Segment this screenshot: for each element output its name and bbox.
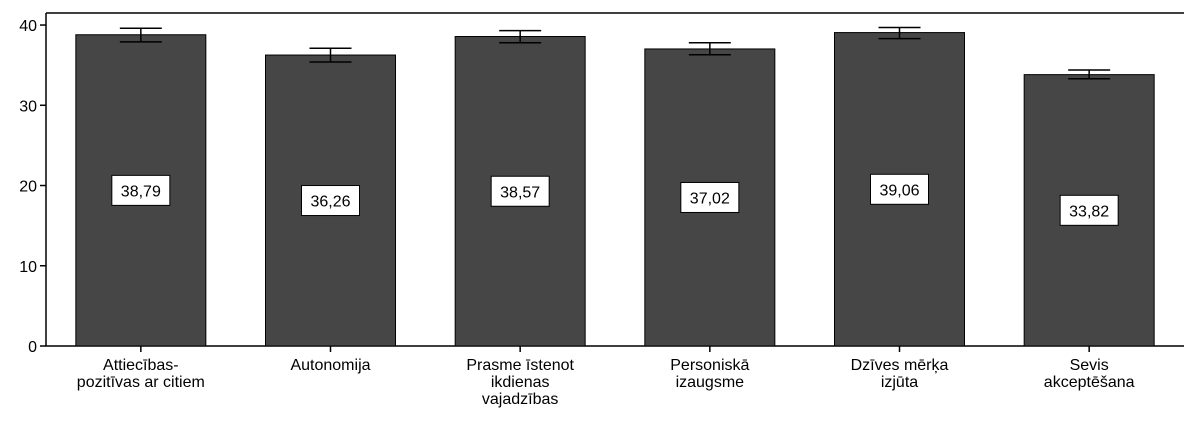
y-tick-label: 30 (19, 98, 37, 115)
error-bar (878, 26, 921, 40)
data-labels-group: 38,79 36,26 38,57 37,02 39,06 33,82 (111, 173, 1119, 226)
y-tick-label: 10 (19, 259, 37, 276)
data-label-text: 37,02 (690, 190, 730, 207)
x-tick-label: Autonomija (290, 357, 370, 374)
x-tick-label-line: Prasme īstenot (466, 357, 574, 374)
x-tick-label-line: vajadzības (482, 391, 559, 408)
data-label: 33,82 (1059, 194, 1119, 226)
data-label-box (870, 173, 929, 205)
data-label-text: 33,82 (1069, 203, 1109, 220)
data-label-text: 36,26 (310, 194, 350, 211)
bars-group (75, 32, 1155, 347)
data-label: 38,79 (111, 174, 171, 206)
x-tick-label: Prasme īstenot ikdienas vajadzības (466, 357, 574, 408)
x-tick-label-line: akceptēšana (1044, 374, 1135, 391)
data-label: 39,06 (870, 173, 929, 205)
data-label: 36,26 (301, 185, 360, 217)
data-label-text: 38,57 (500, 184, 540, 201)
x-tick-label-line: Autonomija (290, 357, 370, 374)
x-tick-label-line: ikdienas (491, 374, 550, 391)
x-tick-label: Dzīves mērķa izjūta (851, 357, 949, 391)
x-tick-label-line: Personiskā (670, 357, 749, 374)
error-bars-group (119, 26, 1111, 80)
x-tick-label-line: Dzīves mērķa (851, 357, 949, 374)
error-bar (119, 27, 162, 43)
x-tick-label-line: Attiecības- (103, 357, 179, 374)
x-tick-label-line: Sevis (1070, 357, 1109, 374)
data-label-box (1059, 194, 1119, 226)
x-tick-label-line: izjūta (881, 374, 918, 391)
x-tick-label-line: izaugsme (676, 374, 745, 391)
data-label-box (111, 174, 171, 206)
x-tick-label: Sevis akceptēšana (1044, 357, 1135, 391)
y-tick-label: 40 (19, 18, 37, 35)
x-axis-categories: Attiecības-pozitīvas ar citiem Autonomija… (77, 346, 1135, 408)
error-bar (1068, 69, 1111, 80)
y-tick-label: 0 (28, 339, 37, 356)
error-bar (688, 41, 731, 56)
data-label-text: 38,79 (121, 183, 161, 200)
error-bar (499, 29, 542, 44)
x-tick-label: Personiskā izaugsme (670, 357, 749, 391)
y-tick-label: 20 (19, 179, 37, 196)
plot-frame (45, 12, 1184, 347)
y-axis: 0 10 20 30 40 (19, 18, 46, 356)
data-label-box (490, 175, 550, 207)
data-label-box (680, 181, 740, 213)
data-label: 37,02 (680, 181, 740, 213)
data-label-text: 39,06 (879, 182, 919, 199)
error-bar (309, 47, 352, 63)
data-label: 38,57 (490, 175, 550, 207)
data-label-box (301, 185, 360, 217)
x-tick-label: Attiecības-pozitīvas ar citiem (77, 357, 205, 391)
x-tick-label-line: pozitīvas ar citiem (77, 374, 205, 391)
